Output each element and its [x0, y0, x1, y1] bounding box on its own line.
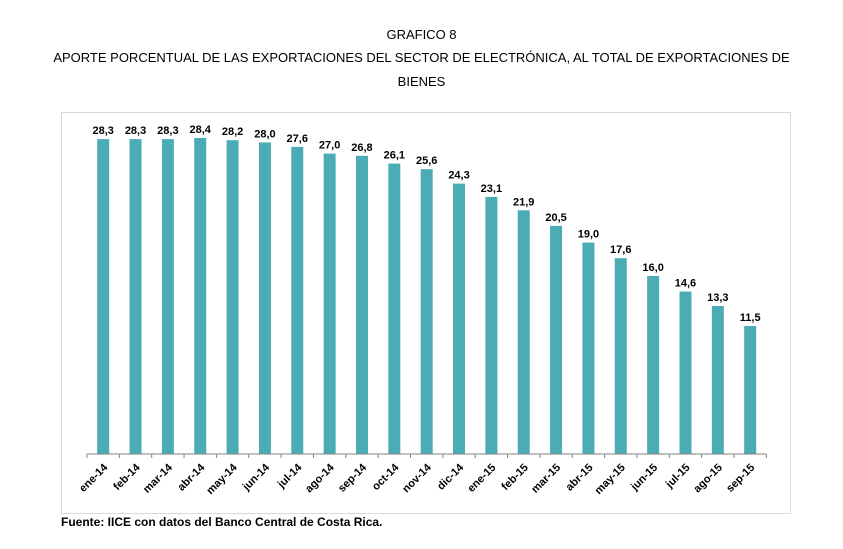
bar-ene-14 — [97, 139, 110, 455]
bar-nov-14 — [420, 169, 433, 454]
x-tick-label-nov-14: nov-14 — [400, 461, 434, 495]
data-label-may-15: 17,6 — [610, 244, 631, 256]
x-tick-label-ene-14: ene-14 — [77, 461, 111, 495]
bar-mar-14 — [161, 139, 174, 455]
x-tick-label-oct-14: oct-14 — [370, 461, 402, 493]
data-label-ago-14: 27,0 — [319, 140, 340, 152]
bar-abr-15 — [582, 242, 595, 454]
bar-feb-14 — [129, 139, 142, 455]
bar-abr-14 — [194, 138, 207, 454]
data-label-jun-15: 16,0 — [642, 262, 663, 274]
x-tick-label-sep-15: sep-15 — [724, 462, 757, 495]
x-tick-label-jul-14: jul-14 — [275, 461, 305, 491]
bar-may-14 — [226, 140, 239, 455]
x-tick-label-jun-14: jun-14 — [240, 461, 273, 494]
bar-sep-14 — [355, 155, 368, 455]
x-tick-label-abr-14: abr-14 — [176, 461, 208, 493]
x-tick-label-may-14: may-14 — [204, 461, 240, 497]
chart-title: APORTE PORCENTUAL DE LAS EXPORTACIONES D… — [0, 46, 843, 94]
x-tick-label-jun-15: jun-15 — [628, 462, 660, 494]
chart-title-line-a: APORTE PORCENTUAL DE LAS EXPORTACIONES D… — [53, 50, 790, 65]
bar-sep-15 — [744, 326, 757, 454]
x-tick-label-abr-15: abr-15 — [564, 462, 596, 494]
data-label-mar-14: 28,3 — [157, 125, 178, 137]
bar-jun-14 — [258, 142, 271, 454]
data-label-mar-15: 20,5 — [545, 212, 566, 224]
data-label-feb-15: 21,9 — [513, 196, 534, 208]
x-tick-label-feb-15: feb-15 — [499, 462, 530, 493]
data-label-sep-14: 26,8 — [351, 142, 372, 154]
bar-jul-15 — [679, 291, 692, 454]
chart-title-block: GRAFICO 8 APORTE PORCENTUAL DE LAS EXPOR… — [0, 26, 843, 94]
data-label-sep-15: 11,5 — [740, 312, 761, 324]
x-tick-label-jul-15: jul-15 — [663, 462, 693, 492]
x-tick-label-dic-14: dic-14 — [435, 461, 467, 493]
x-tick-label-may-15: may-15 — [593, 462, 628, 497]
x-tick-label-mar-15: mar-15 — [529, 462, 563, 496]
x-tick-label-ago-14: ago-14 — [303, 461, 337, 495]
data-label-ago-15: 13,3 — [707, 292, 728, 304]
data-label-abr-14: 28,4 — [190, 124, 212, 136]
data-label-feb-14: 28,3 — [125, 125, 146, 137]
bar-ene-15 — [485, 196, 498, 454]
data-label-dic-14: 24,3 — [448, 170, 469, 182]
chart-number: GRAFICO 8 — [386, 27, 457, 42]
bar-jul-14 — [291, 146, 304, 454]
data-label-abr-15: 19,0 — [578, 229, 599, 241]
x-tick-label-ago-15: ago-15 — [691, 462, 725, 496]
bar-mar-15 — [550, 225, 563, 454]
data-label-may-14: 28,2 — [222, 126, 243, 138]
chart-frame — [61, 112, 791, 514]
data-label-oct-14: 26,1 — [384, 150, 405, 162]
x-tick-label-mar-14: mar-14 — [141, 461, 176, 496]
data-label-nov-14: 25,6 — [416, 155, 437, 167]
x-tick-label-ene-15: ene-15 — [465, 462, 498, 495]
x-tick-label-feb-14: feb-14 — [111, 461, 143, 493]
bar-feb-15 — [517, 210, 530, 454]
bar-may-15 — [614, 258, 627, 454]
x-tick-label-sep-14: sep-14 — [336, 461, 370, 495]
bar-jun-15 — [647, 275, 660, 454]
bar-dic-14 — [453, 183, 466, 454]
bar-ago-15 — [711, 306, 724, 454]
data-label-jun-14: 28,0 — [254, 128, 275, 140]
bar-ago-14 — [323, 153, 336, 454]
data-label-jul-14: 27,6 — [287, 133, 308, 145]
data-label-ene-14: 28,3 — [92, 125, 113, 137]
source-note: Fuente: IICE con datos del Banco Central… — [61, 515, 383, 529]
data-label-jul-15: 14,6 — [675, 278, 696, 290]
chart-title-line-b: BIENES — [397, 74, 446, 89]
bar-oct-14 — [388, 163, 401, 454]
data-label-ene-15: 23,1 — [481, 183, 502, 195]
